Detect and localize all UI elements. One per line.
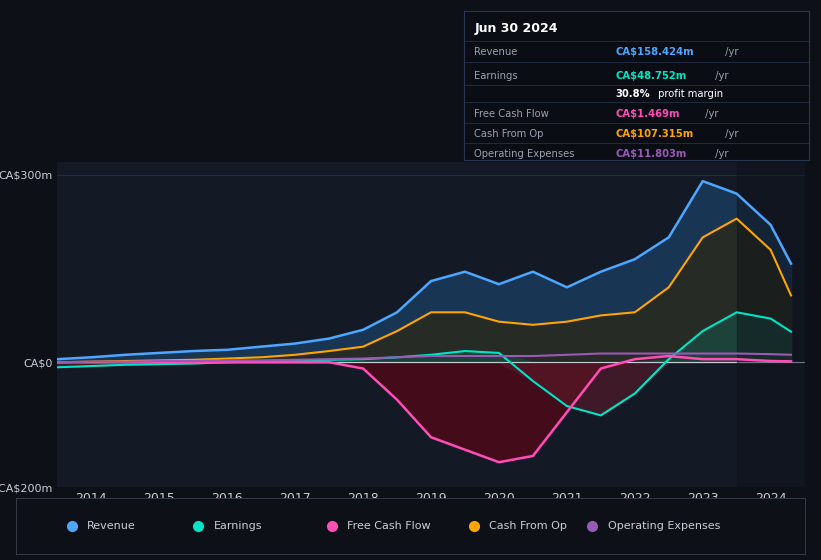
- Text: Jun 30 2024: Jun 30 2024: [475, 22, 557, 35]
- Text: Revenue: Revenue: [87, 521, 136, 531]
- Text: /yr: /yr: [712, 148, 728, 158]
- Text: Earnings: Earnings: [213, 521, 262, 531]
- Text: profit margin: profit margin: [655, 89, 723, 99]
- Text: CA$107.315m: CA$107.315m: [616, 129, 694, 139]
- Text: Operating Expenses: Operating Expenses: [608, 521, 720, 531]
- Text: CA$1.469m: CA$1.469m: [616, 109, 680, 119]
- Text: /yr: /yr: [722, 129, 738, 139]
- Text: Cash From Op: Cash From Op: [475, 129, 544, 139]
- Text: Earnings: Earnings: [475, 71, 518, 81]
- Text: CA$158.424m: CA$158.424m: [616, 47, 695, 57]
- Text: CA$11.803m: CA$11.803m: [616, 148, 687, 158]
- Text: Free Cash Flow: Free Cash Flow: [475, 109, 549, 119]
- Polygon shape: [736, 162, 805, 487]
- Text: /yr: /yr: [712, 71, 728, 81]
- Text: Operating Expenses: Operating Expenses: [475, 148, 575, 158]
- Text: 30.8%: 30.8%: [616, 89, 650, 99]
- Text: Cash From Op: Cash From Op: [489, 521, 567, 531]
- Text: CA$48.752m: CA$48.752m: [616, 71, 687, 81]
- Text: Revenue: Revenue: [475, 47, 517, 57]
- Text: Free Cash Flow: Free Cash Flow: [347, 521, 431, 531]
- Text: /yr: /yr: [722, 47, 738, 57]
- Text: /yr: /yr: [703, 109, 719, 119]
